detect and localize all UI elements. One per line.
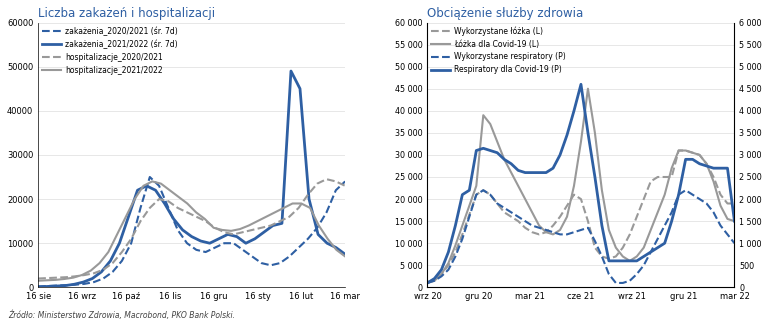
- Text: Źródło: Ministerstwo Zdrowia, Macrobond, PKO Bank Polski.: Źródło: Ministerstwo Zdrowia, Macrobond,…: [8, 310, 235, 320]
- Text: Liczba zakażeń i hospitalizacji: Liczba zakażeń i hospitalizacji: [38, 7, 215, 20]
- Legend: zakażenia_2020/2021 (śr. 7d), zakażenia_2021/2022 (śr. 7d), hospitalizacje_2020/: zakażenia_2020/2021 (śr. 7d), zakażenia_…: [42, 26, 178, 74]
- Text: Obciążenie służby zdrowia: Obciążenie służby zdrowia: [428, 7, 584, 20]
- Legend: Wykorzystane łóżka (L), Łóżka dla Covid-19 (L), Wykorzystane respiratory (P), Re: Wykorzystane łóżka (L), Łóżka dla Covid-…: [431, 26, 566, 74]
